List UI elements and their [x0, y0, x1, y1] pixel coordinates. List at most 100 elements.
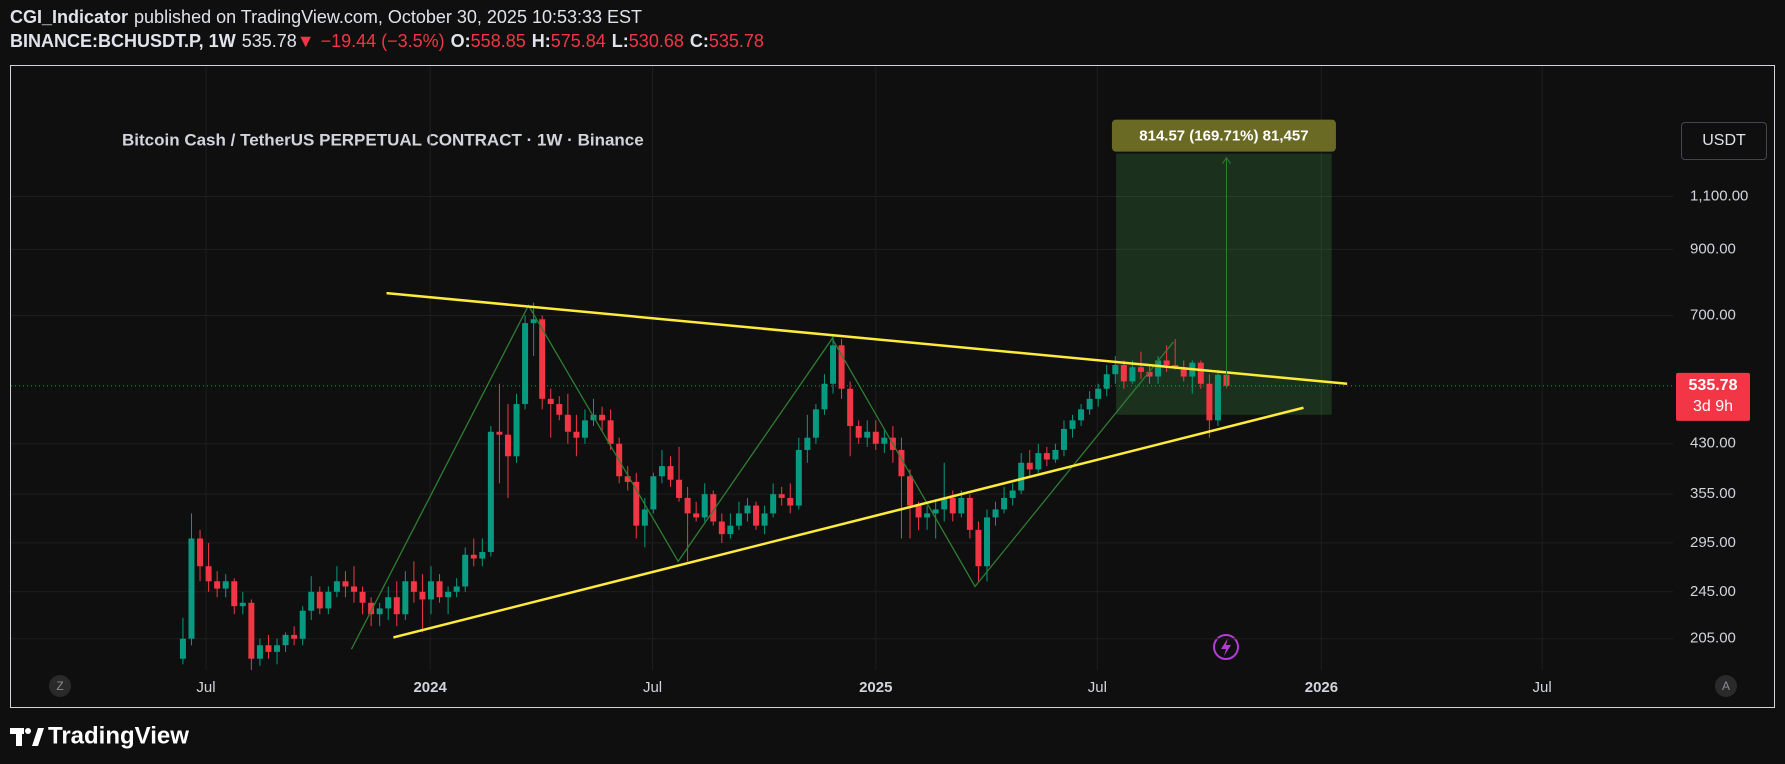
- author[interactable]: CGI_Indicator: [10, 7, 129, 27]
- candle-body: [949, 497, 956, 514]
- brand: TradingView: [48, 722, 189, 749]
- candle-body: [881, 437, 888, 444]
- candle-body: [256, 645, 263, 659]
- x-tick-label: Jul: [1533, 679, 1552, 696]
- candle-body: [325, 591, 332, 609]
- header-line: CGI_Indicator published on TradingView.co…: [10, 7, 642, 28]
- candle-body: [1052, 449, 1059, 460]
- low: 530.68: [628, 31, 684, 51]
- position-label-bg: [1111, 119, 1336, 152]
- trendline: [386, 291, 1348, 386]
- candle-body: [410, 581, 417, 592]
- candle-body: [299, 610, 306, 639]
- candle-body: [821, 383, 828, 410]
- candle-body: [693, 513, 700, 518]
- price-tag-countdown: 3d 9h: [1693, 398, 1733, 415]
- published: published on TradingView.com, October 30…: [134, 7, 643, 27]
- plot-layer: [11, 66, 1673, 671]
- y-tick-label: 295.00: [1690, 534, 1736, 551]
- candle-body: [231, 581, 238, 607]
- logo-part: [25, 728, 31, 734]
- candle-body: [479, 551, 486, 559]
- candle-body: [581, 420, 588, 438]
- candle-body: [624, 476, 631, 482]
- x-tick-label: Jul: [1088, 679, 1107, 696]
- candle-body: [385, 597, 392, 609]
- candle-body: [393, 597, 400, 615]
- currency-button[interactable]: USDT: [1681, 122, 1767, 160]
- y-tick-label: 205.00: [1690, 630, 1736, 647]
- candle-body: [958, 497, 965, 514]
- candle-body: [539, 319, 546, 399]
- chart-frame: [10, 65, 1775, 708]
- candle-body: [872, 431, 879, 444]
- chart-title: Bitcoin Cash / TetherUS PERPETUAL CONTRA…: [122, 130, 644, 149]
- l-label: L:: [611, 31, 629, 51]
- candle-body: [1129, 367, 1136, 382]
- last-price: 535.78: [241, 31, 297, 51]
- candle-body: [205, 566, 212, 582]
- candle-body: [462, 554, 469, 587]
- price-tag-value: 535.78: [1689, 377, 1738, 394]
- candle-body: [342, 581, 349, 587]
- arrow: ▼: [296, 31, 315, 51]
- candle-body: [445, 591, 452, 598]
- candle-body: [1086, 398, 1093, 410]
- zoom-button[interactable]: Z: [49, 675, 71, 697]
- candle-body: [992, 509, 999, 518]
- candle-body: [1026, 462, 1033, 470]
- candle-body: [932, 509, 939, 514]
- candle-body: [188, 538, 195, 639]
- y-tick-label: 355.00: [1690, 485, 1736, 502]
- candle-body: [1197, 362, 1204, 384]
- candle-body: [530, 319, 537, 324]
- y-tick-label: 700.00: [1690, 306, 1736, 323]
- alert-icon[interactable]: [1213, 634, 1239, 660]
- candle-body: [522, 323, 529, 405]
- candle-body: [436, 581, 443, 598]
- candle-body: [941, 497, 948, 510]
- candle-body: [855, 425, 862, 438]
- candle-body: [1009, 490, 1016, 498]
- candle-body: [291, 634, 298, 639]
- y-tick-label: 900.00: [1690, 240, 1736, 257]
- position-arrowhead: [1222, 156, 1231, 164]
- candle-body: [1172, 364, 1179, 368]
- candle-body: [966, 497, 973, 530]
- candle-body: [282, 634, 289, 646]
- candle-body: [898, 449, 905, 477]
- candle-body: [1155, 360, 1162, 377]
- change: −19.44 (−3.5%): [320, 31, 445, 51]
- candle-body: [676, 479, 683, 498]
- candle-body: [1035, 453, 1042, 470]
- candle-body: [351, 586, 358, 592]
- candle-body: [368, 602, 375, 615]
- y-tick-label: 245.00: [1690, 583, 1736, 600]
- x-tick-label: Jul: [196, 679, 215, 696]
- candle-body: [787, 497, 794, 506]
- high: 575.84: [550, 31, 606, 51]
- header-line: BINANCE:BCHUSDT.P, 1W 535.78▼ −19.44 (−3.5…: [10, 31, 764, 52]
- candle-body: [770, 494, 777, 514]
- candle-body: [778, 494, 785, 498]
- candle-body: [1146, 371, 1153, 377]
- candle-body: [847, 388, 854, 426]
- candle-body: [573, 431, 580, 438]
- candle-body: [1001, 497, 1008, 510]
- close: 535.78: [708, 31, 764, 51]
- x-tick-label: 2025: [859, 679, 892, 696]
- candle-body: [1163, 360, 1170, 365]
- candle-body: [983, 517, 990, 567]
- candle-body: [504, 434, 511, 457]
- auto-scale-button[interactable]: A: [1715, 675, 1737, 697]
- candle-body: [333, 581, 340, 592]
- candle-body: [838, 345, 845, 389]
- candle-body: [735, 513, 742, 526]
- candle-body: [658, 466, 665, 477]
- candle-body: [179, 638, 186, 659]
- candle-body: [684, 497, 691, 514]
- x-tick-label: Jul: [643, 679, 662, 696]
- candle-body: [402, 581, 409, 615]
- candle-body: [419, 591, 426, 600]
- candle-body: [359, 591, 366, 603]
